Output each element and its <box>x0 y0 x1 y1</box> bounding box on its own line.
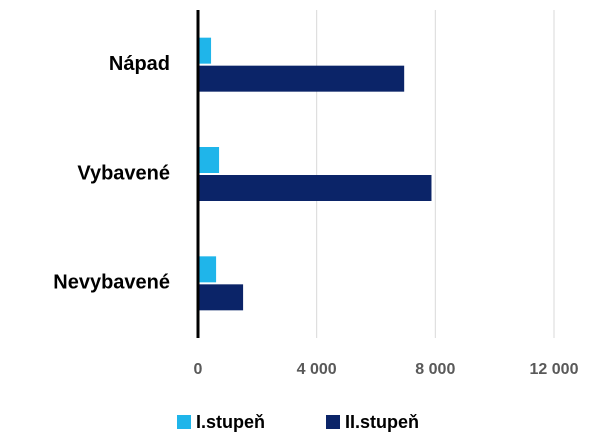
legend-label: I.stupeň <box>196 412 265 432</box>
x-tick-label: 12 000 <box>530 361 579 378</box>
legend-label: II.stupeň <box>345 412 419 432</box>
category-label: Nevybavené <box>53 272 170 294</box>
bar <box>198 37 212 64</box>
bar <box>198 256 217 283</box>
bar <box>198 147 220 173</box>
legend-swatch <box>177 415 191 429</box>
bar <box>198 284 244 311</box>
category-label: Nápad <box>109 53 170 75</box>
bar <box>198 65 405 92</box>
x-tick-label: 4 000 <box>297 361 337 378</box>
legend-swatch <box>326 415 340 429</box>
x-tick-label: 0 <box>194 361 203 378</box>
category-label: Vybavené <box>77 162 170 184</box>
bar <box>198 175 432 201</box>
x-tick-label: 8 000 <box>415 361 455 378</box>
